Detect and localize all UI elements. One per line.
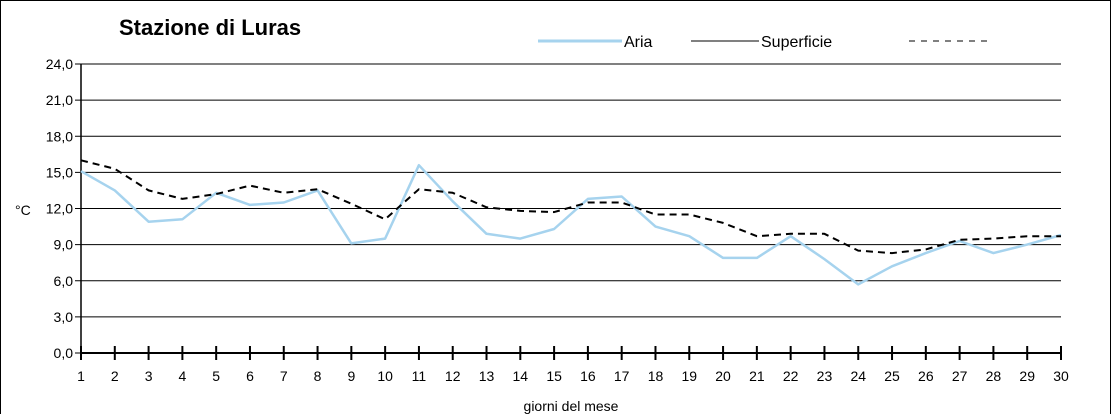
x-tick-label: 19 xyxy=(681,368,697,384)
x-tick-label: 14 xyxy=(513,368,529,384)
y-tick-labels: 0,0 3,0 6,0 9,0 12,0 15,0 18,0 21,0 24,0 xyxy=(46,56,73,361)
legend-label-superficie: Superficie xyxy=(761,34,832,51)
y-tick-label: 6,0 xyxy=(54,273,74,289)
y-axis-title: °C xyxy=(15,202,31,218)
x-tick-label: 13 xyxy=(479,368,495,384)
chart-title: Stazione di Luras xyxy=(119,15,301,40)
x-tick-labels: 1 2 3 4 5 6 7 8 9 10 11 12 13 14 15 16 17 18 19 20 21 22 23 24 2… xyxy=(77,368,1069,384)
x-tick-label: 16 xyxy=(580,368,596,384)
x-tick-label: 11 xyxy=(412,368,427,384)
y-tick-label: 21,0 xyxy=(46,92,73,108)
x-tick-label: 21 xyxy=(749,368,765,384)
y-tick-label: 3,0 xyxy=(54,309,74,325)
series-line-dashed xyxy=(80,159,1061,255)
x-tick-label: 17 xyxy=(614,368,630,384)
x-tick-label: 23 xyxy=(817,368,833,384)
x-tick-label: 9 xyxy=(347,368,355,384)
gridlines xyxy=(81,63,1061,318)
x-tick-label: 26 xyxy=(918,368,934,384)
legend-label-aria: Aria xyxy=(624,34,653,51)
x-axis-title: giorni del mese xyxy=(524,398,619,414)
y-tick-label: 15,0 xyxy=(46,164,73,180)
x-tick-label: 15 xyxy=(546,368,562,384)
x-tick-label: 4 xyxy=(178,368,186,384)
y-tick-label: 24,0 xyxy=(46,56,73,72)
x-tick-label: 3 xyxy=(145,368,153,384)
x-tick-label: 12 xyxy=(445,368,461,384)
x-tick-label: 18 xyxy=(648,368,664,384)
y-tick-label: 12,0 xyxy=(46,201,73,217)
x-tick-label: 24 xyxy=(850,368,866,384)
x-tick-label: 10 xyxy=(377,368,393,384)
series-line-aria xyxy=(80,163,1062,286)
y-tick-label: 18,0 xyxy=(46,128,73,144)
x-tick-label: 1 xyxy=(77,368,85,384)
x-tick-label: 2 xyxy=(111,368,119,384)
x-tick-label: 29 xyxy=(1019,368,1035,384)
x-tick-label: 25 xyxy=(884,368,900,384)
y-tick-label: 9,0 xyxy=(54,237,74,253)
axes xyxy=(75,63,1062,360)
x-tick-label: 5 xyxy=(212,368,220,384)
y-tick-label: 0,0 xyxy=(54,345,74,361)
x-tick-label: 27 xyxy=(952,368,968,384)
series xyxy=(80,159,1062,286)
x-tick-label: 22 xyxy=(783,368,799,384)
x-tick-label: 7 xyxy=(280,368,288,384)
x-tick-label: 30 xyxy=(1053,368,1069,384)
x-tick-label: 20 xyxy=(715,368,731,384)
x-tick-label: 28 xyxy=(986,368,1002,384)
x-tick-label: 6 xyxy=(246,368,254,384)
x-tick-label: 8 xyxy=(314,368,322,384)
